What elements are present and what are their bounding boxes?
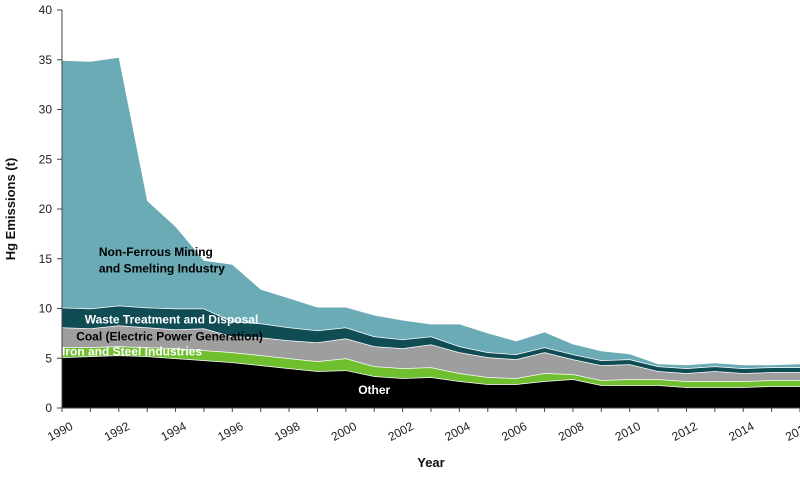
y-tick-label: 20 [39,202,53,216]
y-tick-label: 0 [45,401,52,415]
x-axis-title: Year [417,455,444,470]
area-layers [61,57,800,408]
x-tick-label: 2004 [442,419,472,444]
x-tick-label: 2010 [613,419,643,444]
area-4 [62,57,800,369]
x-tick-label: 2000 [329,419,359,444]
series-label: Iron and Steel Industries [62,344,202,358]
area-2 [62,325,800,382]
area-1 [62,346,800,388]
x-tick-label: 2012 [670,419,700,444]
area-0 [62,355,800,408]
x-tick-label: 1994 [159,419,189,444]
y-tick-label: 10 [39,302,53,316]
series-label: Coal (Electric Power Generation) [76,329,263,343]
y-tick-label: 35 [39,53,53,67]
series-label: Waste Treatment and Disposal [85,312,259,326]
y-axis-title: Hg Emissions (t) [3,158,18,261]
x-tick-label: 2008 [556,419,586,444]
y-tick-label: 5 [45,351,52,365]
x-tick-label: 1996 [215,419,245,444]
series-label: Other [358,383,390,397]
y-tick-label: 30 [39,103,53,117]
x-tick-label: 1998 [272,419,302,444]
y-tick-label: 25 [39,152,53,166]
series-labels: Non-Ferrous Mining and Smelting Industry W… [62,245,391,397]
x-tick-label: 2014 [726,419,756,444]
x-tick-label: 2006 [499,419,529,444]
series-label: and Smelting Industry [99,262,225,276]
x-tick-label: 2016 [783,419,800,444]
x-tick-label: 2002 [386,419,416,444]
series-label: Non-Ferrous Mining [99,245,213,259]
y-tick-label: 40 [39,3,53,17]
y-tick-label: 15 [39,252,53,266]
x-tick-label: 1992 [102,419,132,444]
x-tick-label: 1990 [45,419,75,444]
